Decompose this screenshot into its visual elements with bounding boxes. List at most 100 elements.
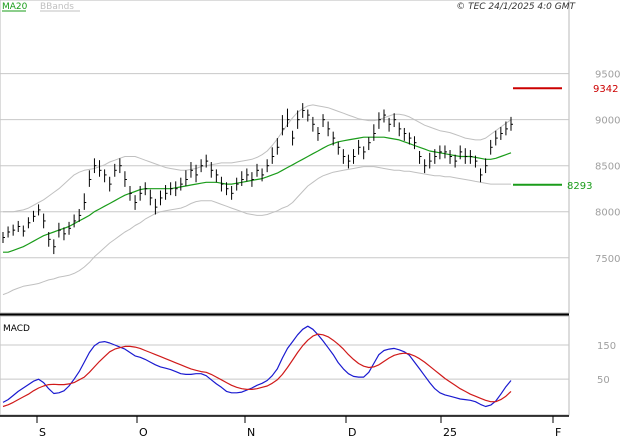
ohlc-bar-86: [439, 145, 442, 160]
ohlc-bar-73: [373, 124, 376, 141]
ohlc-bar-5: [27, 217, 31, 229]
ohlc-bar-64: [327, 121, 331, 137]
macd-line: [2, 325, 512, 408]
ohlc-bar-27: [139, 185, 143, 201]
ohlc-bar-55: [281, 115, 285, 136]
ohlc-bar-68: [347, 154, 351, 169]
copyright-text: © TEC 24/1/2025 4:0 GMT: [456, 2, 576, 12]
x-tick-label-F: F: [555, 426, 561, 439]
ohlc-bar-57: [292, 130, 295, 146]
ohlc-bar-19: [99, 160, 102, 177]
ohlc-bar-74: [378, 112, 381, 129]
ohlc-bar-61: [312, 116, 315, 132]
ohlc-bar-22: [114, 163, 117, 177]
ohlc-bar-41: [210, 162, 214, 178]
ohlc-bar-95: [485, 158, 488, 174]
x-axis-ticks: S O N D 25 F: [36, 416, 561, 439]
macd-title: MACD: [3, 324, 30, 334]
ohlc-bar-56: [286, 108, 290, 128]
ohlc-bar-71: [363, 146, 366, 160]
ohlc-bar-52: [266, 159, 270, 173]
ohlc-bar-8: [43, 213, 46, 229]
ohlc-bar-65: [332, 131, 336, 146]
ohlc-bar-32: [165, 185, 168, 200]
ohlc-bar-77: [393, 113, 397, 128]
ohlc-bar-6: [32, 210, 36, 222]
ohlc-bar-7: [38, 204, 41, 216]
ohlc-bar-17: [88, 170, 92, 187]
legend-bbands: BBands: [40, 2, 74, 12]
ohlc-bar-81: [413, 136, 417, 150]
ohlc-bar-16: [83, 193, 87, 210]
ohlc-bar-91: [464, 148, 468, 164]
ohlc-bar-50: [256, 163, 259, 177]
macd-series: [2, 325, 512, 408]
x-tick-label-S: S: [39, 426, 46, 439]
ohlc-bar-18: [93, 158, 97, 174]
signal-series: [2, 333, 512, 408]
macd-y-tick-150: 150: [597, 341, 616, 352]
ohlc-bar-48: [246, 168, 249, 182]
ohlc-bar-25: [129, 185, 132, 201]
ohlc-bar-92: [469, 150, 473, 164]
ohlc-bar-35: [180, 177, 183, 191]
price-y-tick-9500: 9500: [595, 70, 620, 81]
ohlc-bar-72: [368, 137, 371, 151]
ohlc-bar-80: [408, 132, 412, 145]
x-tick-label-O: O: [139, 426, 148, 439]
ohlc-bar-9: [48, 231, 51, 247]
ohlc-bar-89: [454, 154, 458, 168]
macd-y-tick-labels: 150 50: [597, 341, 616, 386]
ohlc-bar-30: [154, 198, 158, 215]
ohlc-bar-96: [490, 139, 493, 155]
ohlc-bar-60: [307, 109, 310, 122]
ohlc-bar-83: [424, 159, 427, 174]
ohlc-bar-58: [297, 110, 300, 129]
bollinger-upper-band: [3, 104, 512, 213]
bollinger-lower-band: [2, 166, 511, 296]
x-tick-label-N: N: [247, 426, 255, 439]
ohlc-bar-84: [429, 152, 432, 169]
support-label: 8293: [567, 181, 592, 192]
ohlc-bar-100: [510, 116, 513, 131]
ohlc-bar-15: [78, 208, 82, 222]
macd-y-tick-50: 50: [597, 375, 610, 386]
ohlc-bar-76: [388, 117, 392, 132]
ohlc-bar-37: [190, 162, 193, 178]
ohlc-bar-78: [398, 122, 402, 137]
ohlc-bar-23: [119, 158, 122, 174]
ma20-series: [3, 136, 512, 253]
ohlc-bar-14: [73, 214, 77, 228]
ohlc-bar-38: [195, 164, 199, 183]
ohlc-bar-44: [226, 182, 229, 196]
ohlc-bar-12: [63, 227, 66, 241]
ohlc-bar-51: [261, 168, 265, 182]
ohlc-bar-46: [236, 177, 239, 191]
ohlc-bar-13: [68, 221, 72, 235]
ohlc-bar-26: [134, 195, 138, 210]
ohlc-bar-3: [17, 220, 21, 232]
levels: 9342 8293: [513, 84, 618, 192]
ohlc-bar-31: [159, 190, 163, 206]
ohlc-bar-40: [205, 154, 209, 168]
price-y-tick-7500: 7500: [595, 254, 620, 265]
ohlc-bar-36: [185, 170, 188, 186]
ohlc-bar-66: [337, 141, 341, 155]
ohlc-bar-62: [317, 127, 320, 141]
ohlc-bar-45: [231, 185, 234, 200]
ohlc-bar-88: [449, 150, 453, 164]
bollinger-upper-line: [3, 104, 512, 213]
ohlc-bar-75: [383, 109, 386, 123]
ohlc-bar-20: [104, 169, 107, 183]
ohlc-bar-29: [149, 189, 153, 206]
ohlc-bar-63: [322, 114, 326, 128]
bollinger-lower-line: [2, 166, 511, 296]
price-y-tick-9000: 9000: [595, 116, 620, 127]
ohlc-bar-33: [170, 182, 173, 196]
ohlc-bar-42: [215, 169, 219, 183]
ohlc-bar-1: [7, 226, 11, 238]
signal-line: [2, 333, 512, 408]
price-y-tick-8000: 8000: [595, 208, 620, 219]
